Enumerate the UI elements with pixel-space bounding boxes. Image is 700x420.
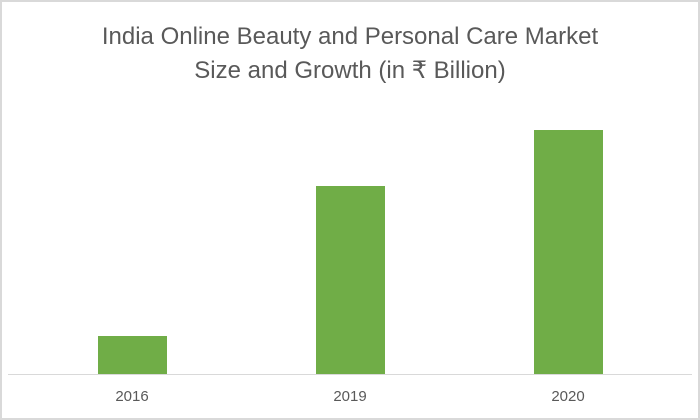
bar-2019	[315, 186, 385, 374]
chart-title-line-1: India Online Beauty and Personal Care Ma…	[101, 23, 599, 50]
bar-2020	[533, 130, 603, 374]
x-tick-label: 2019	[333, 388, 367, 405]
chart-title-line-2: Size and Growth (in ₹ Billion)	[194, 57, 506, 84]
x-tick-label: 2020	[551, 388, 585, 405]
chart-title: India Online Beauty and Personal Care Ma…	[0, 20, 700, 88]
x-tick-label: 2016	[115, 388, 149, 405]
bar-2016	[97, 336, 167, 374]
x-axis-line	[8, 374, 692, 375]
